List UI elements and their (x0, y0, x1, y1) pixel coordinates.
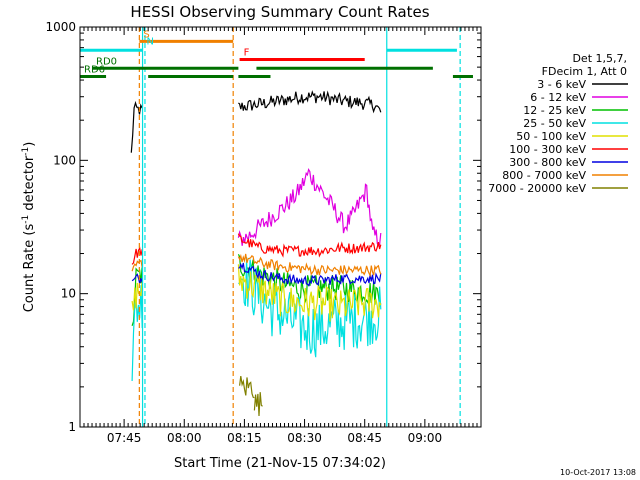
legend-header-1: FDecim 1, Att 0 (542, 65, 627, 78)
event-vertical-lines (138, 27, 461, 427)
x-tick-label-08-30: 08:30 (287, 431, 322, 445)
legend-label-3-6-kev: 3 - 6 keV (537, 78, 586, 91)
x-tick-label-09-00: 09:00 (408, 431, 443, 445)
series-50-100-kev-segment-0 (131, 277, 143, 311)
series-300-800-kev-segment-1 (238, 262, 382, 287)
date-stamp: 10-Oct-2017 13:08 (560, 468, 636, 477)
flag-label-rd0: RD0 (96, 56, 117, 67)
y-axis-label-sup1: -1 (21, 215, 31, 224)
legend-label-800-7000-kev: 800 - 7000 keV (502, 169, 586, 182)
series-3-6-kev-segment-1 (238, 90, 382, 114)
y-tick-label-10: 10 (61, 287, 76, 301)
x-axis: 07:45 08:00 08:15 08:30 08:45 09:00 (83, 27, 478, 445)
y-axis-label-end: ) (22, 142, 37, 147)
x-tick-label-07-45: 07:45 (107, 431, 142, 445)
series-100-300-kev-segment-0 (131, 246, 143, 265)
plot-frame (79, 26, 482, 428)
legend-label-12-25-kev: 12 - 25 keV (523, 104, 586, 117)
y-axis-label-sup2: -1 (21, 147, 31, 156)
x-axis-label: Start Time (21-Nov-15 07:34:02) (174, 456, 386, 471)
series-6-12-kev-segment-0 (237, 168, 382, 247)
legend-label-50-100-kev: 50 - 100 keV (516, 130, 586, 143)
legend-label-6-12-kev: 6 - 12 keV (530, 91, 586, 104)
series-25-50-kev-segment-1 (238, 257, 382, 358)
y-tick-label-100: 100 (53, 153, 76, 167)
flag-label-f: F (244, 48, 250, 59)
series-3-6-kev-segment-0 (130, 100, 143, 153)
x-tick-label-08-15: 08:15 (227, 431, 262, 445)
series-7000-20000-kev-segment-0 (239, 376, 255, 399)
legend-header-0: Det 1,5,7, (572, 52, 627, 65)
series-7000-20000-kev-segment-1 (253, 392, 263, 417)
series-800-7000-kev-segment-1 (237, 253, 382, 278)
flag-label-rd6: RD6 (84, 65, 105, 76)
x-tick-label-08-45: 08:45 (347, 431, 382, 445)
legend-label-7000-20000-kev: 7000 - 20000 keV (488, 182, 586, 195)
series-300-800-kev-segment-0 (131, 273, 143, 284)
legend-label-25-50-kev: 25 - 50 keV (523, 117, 586, 130)
flag-label-n: N (147, 36, 154, 47)
y-tick-label-1: 1 (68, 420, 76, 434)
y-axis-label: Count Rate (s-1 detector-1) (21, 142, 37, 313)
series-800-7000-kev-segment-0 (131, 259, 143, 272)
series-100-300-kev-segment-1 (237, 233, 382, 258)
legend-label-100-300-kev: 100 - 300 keV (509, 143, 586, 156)
chart-title: HESSI Observing Summary Count Rates (130, 3, 429, 21)
series-50-100-kev-segment-1 (237, 264, 382, 322)
y-axis-label-mid: detector (22, 155, 37, 215)
y-tick-label-1000: 1000 (45, 20, 76, 34)
legend-label-300-800-kev: 300 - 800 keV (509, 156, 586, 169)
flag-label-s: S (143, 29, 149, 40)
y-axis-label-main: Count Rate (s (22, 224, 37, 313)
series-traces (130, 90, 382, 417)
y-axis: 1 10 100 1000 (45, 20, 481, 434)
x-tick-label-08-00: 08:00 (167, 431, 202, 445)
